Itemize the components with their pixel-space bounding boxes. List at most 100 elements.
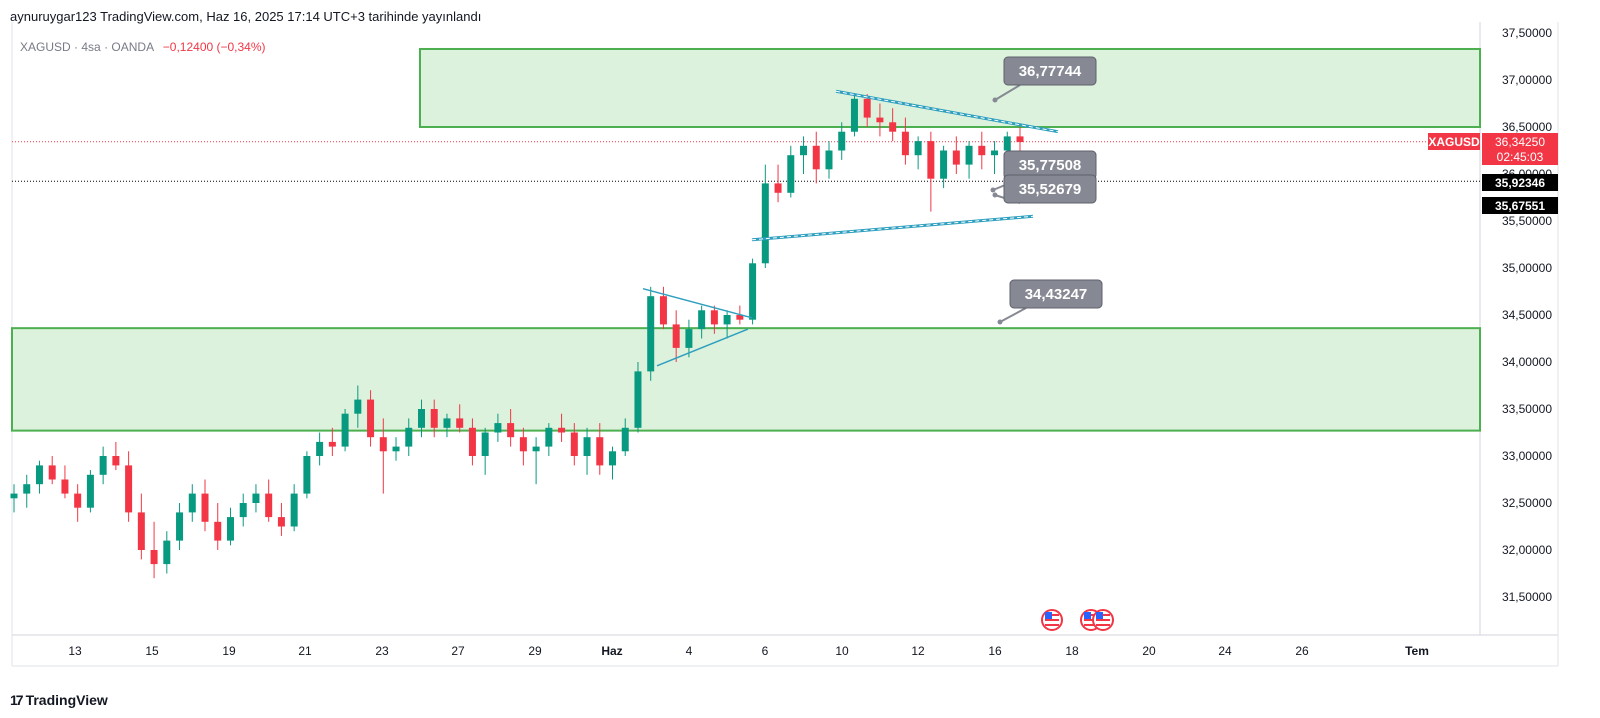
candle-body bbox=[125, 465, 133, 513]
symbol-price-value: 36,34250 bbox=[1495, 135, 1545, 149]
candle-body bbox=[74, 493, 82, 508]
candle-body bbox=[838, 131, 846, 151]
candle-body bbox=[749, 263, 757, 320]
y-tick-label: 35,50000 bbox=[1502, 214, 1552, 228]
x-tick-label: 12 bbox=[911, 644, 925, 658]
candle-body bbox=[430, 409, 438, 428]
symbol-ticker[interactable]: XAGUSD bbox=[20, 40, 71, 54]
symbol-broker: OANDA bbox=[111, 40, 154, 54]
wedge-lower-line-dash bbox=[751, 215, 1034, 241]
candle-body bbox=[379, 437, 387, 452]
resistance-zone bbox=[419, 47, 1481, 128]
candle-body bbox=[1016, 136, 1024, 143]
tradingview-logo[interactable]: 17 TradingView bbox=[10, 692, 108, 708]
candle-body bbox=[889, 122, 897, 132]
x-tick-label: 4 bbox=[686, 644, 693, 658]
x-tick-label: 16 bbox=[988, 644, 1002, 658]
y-tick-label: 36,50000 bbox=[1502, 120, 1552, 134]
candle-body bbox=[519, 437, 527, 452]
symbol-tag-label: XAGUSD bbox=[1428, 135, 1480, 149]
callout-label: 35,52679 bbox=[1019, 181, 1082, 198]
candle-body bbox=[277, 517, 285, 527]
callout-label: 34,43247 bbox=[1025, 286, 1088, 303]
candle-body bbox=[570, 432, 578, 456]
us-event-flag-icon[interactable] bbox=[1041, 609, 1063, 631]
y-tick-label: 32,50000 bbox=[1502, 496, 1552, 510]
candle-body bbox=[596, 437, 604, 466]
candle-body bbox=[303, 456, 311, 494]
candle-body bbox=[328, 441, 336, 447]
candle-body bbox=[710, 310, 718, 325]
x-tick-label: 10 bbox=[835, 644, 849, 658]
y-tick-label: 34,50000 bbox=[1502, 308, 1552, 322]
y-tick-label: 33,00000 bbox=[1502, 449, 1552, 463]
candle-body bbox=[163, 540, 171, 565]
x-tick-label: 19 bbox=[222, 644, 236, 658]
candle-body bbox=[316, 441, 324, 456]
y-tick-label: 31,50000 bbox=[1502, 590, 1552, 604]
candle-body bbox=[863, 98, 871, 118]
line-price-2: 35,67551 bbox=[1495, 199, 1545, 213]
candle-body bbox=[698, 310, 706, 330]
callout-pointer bbox=[999, 307, 1027, 323]
x-tick-label: 15 bbox=[145, 644, 159, 658]
candle-body bbox=[188, 493, 196, 513]
callout-anchor bbox=[997, 319, 1003, 325]
wedge-upper-line-dash bbox=[835, 90, 1059, 133]
candle-body bbox=[774, 183, 782, 193]
candle-body bbox=[214, 521, 222, 541]
candle-body bbox=[150, 550, 158, 565]
candle-body bbox=[825, 150, 833, 170]
candle-body bbox=[965, 145, 973, 165]
callout-anchor bbox=[992, 192, 998, 198]
candle-body bbox=[239, 503, 247, 518]
tradingview-mark-icon: 17 bbox=[10, 692, 24, 708]
callout-box bbox=[1003, 56, 1097, 86]
candle-body bbox=[672, 324, 680, 348]
candle-body bbox=[23, 484, 31, 494]
x-tick-label: 27 bbox=[451, 644, 465, 658]
candle-body bbox=[812, 145, 820, 170]
candle-body bbox=[405, 427, 413, 447]
callout-box bbox=[1003, 174, 1097, 204]
x-tick-label: 26 bbox=[1295, 644, 1309, 658]
symbol-tag-box bbox=[1428, 133, 1480, 150]
symbol-change: −0,12400 (−0,34%) bbox=[162, 40, 266, 54]
pennant-lower-line bbox=[656, 328, 749, 367]
x-tick-label: Haz bbox=[601, 644, 622, 658]
symbol-separator-1: · bbox=[74, 40, 79, 54]
us-event-flag-icon[interactable] bbox=[1092, 609, 1114, 631]
x-tick-label: 23 bbox=[375, 644, 389, 658]
candle-body bbox=[252, 493, 260, 503]
candle-body bbox=[634, 371, 642, 428]
candle-body bbox=[558, 427, 566, 433]
candle-body bbox=[137, 512, 145, 550]
candle-body bbox=[10, 493, 18, 499]
callout-label: 36,77744 bbox=[1019, 63, 1082, 80]
candle-body bbox=[685, 329, 693, 348]
y-tick-label: 37,50000 bbox=[1502, 26, 1552, 40]
candle-body bbox=[176, 512, 184, 541]
x-tick-label: 6 bbox=[762, 644, 769, 658]
candle-body bbox=[265, 493, 273, 518]
line-price-box bbox=[1482, 174, 1558, 191]
y-tick-label: 35,00000 bbox=[1502, 261, 1552, 275]
candle-body bbox=[48, 465, 56, 480]
candle-body bbox=[609, 451, 617, 466]
x-tick-label: 24 bbox=[1218, 644, 1232, 658]
y-tick-label: 34,00000 bbox=[1502, 355, 1552, 369]
symbol-interval[interactable]: 4sa bbox=[81, 40, 101, 54]
candle-body bbox=[354, 399, 362, 414]
symbol-line: XAGUSD · 4sa · OANDA −0,12400 (−0,34%) bbox=[20, 40, 266, 54]
candle-body bbox=[621, 427, 629, 452]
candle-body bbox=[1003, 136, 1011, 151]
candle-body bbox=[226, 517, 234, 541]
candle-body bbox=[736, 315, 744, 320]
x-tick-label: 29 bbox=[528, 644, 542, 658]
candle-body bbox=[952, 150, 960, 165]
candle-body bbox=[583, 437, 591, 456]
candle-body bbox=[507, 423, 515, 438]
candle-body bbox=[914, 141, 922, 156]
x-tick-label: 21 bbox=[298, 644, 312, 658]
